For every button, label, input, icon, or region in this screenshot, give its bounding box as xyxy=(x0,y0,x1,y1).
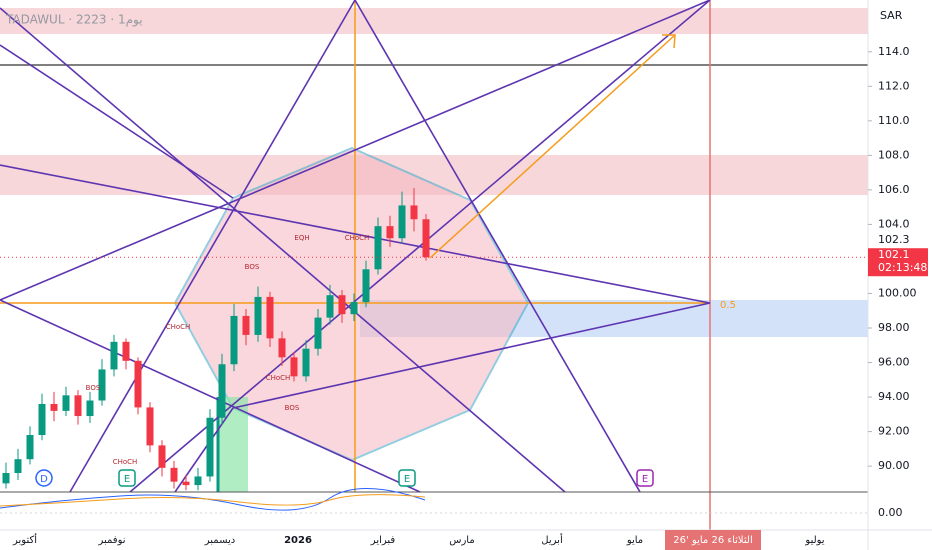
x-tick-label: فبراير xyxy=(370,535,396,546)
candle-body xyxy=(242,315,250,335)
structure-label: BOS xyxy=(285,404,300,412)
candle-body xyxy=(206,417,214,477)
candle-body xyxy=(398,205,406,239)
candle-body xyxy=(422,219,430,258)
marker-badge xyxy=(118,469,136,487)
candle-body xyxy=(254,296,262,335)
candle-body xyxy=(122,341,130,361)
candle-body xyxy=(158,445,166,468)
y-tick-label: 100.00 xyxy=(878,286,917,299)
candle-body xyxy=(194,476,202,486)
candle-body xyxy=(314,317,322,349)
star-line xyxy=(0,164,711,304)
candle-body xyxy=(362,269,370,303)
structure-label: BOS xyxy=(245,263,260,271)
candle-body xyxy=(302,348,310,377)
y-tick-label: 106.0 xyxy=(878,183,910,196)
structure-label: EQH xyxy=(294,234,309,242)
candle-body xyxy=(374,226,382,270)
symbol-title: TADAWUL · 2223 · 1يوم xyxy=(5,13,143,28)
candle-body xyxy=(26,435,34,460)
x-tick-label: ديسمبر xyxy=(204,535,235,546)
structure-label: BOS xyxy=(86,384,101,392)
candle-body xyxy=(338,295,346,315)
crosshair-date-box xyxy=(665,530,761,550)
candle-body xyxy=(98,369,106,401)
star-line xyxy=(354,0,641,493)
y-tick-label: 110.0 xyxy=(878,114,910,127)
marker-label: E xyxy=(124,474,130,485)
x-tick-label: نوفمبر xyxy=(97,535,125,546)
y-tick-label: 108.0 xyxy=(878,148,910,161)
marker-label: D xyxy=(40,474,48,485)
star-line xyxy=(0,299,421,493)
candle-body xyxy=(2,473,10,484)
x-tick-label: مارس xyxy=(449,535,474,546)
marker-label: E xyxy=(404,474,410,485)
projection-arrow xyxy=(429,34,676,259)
marker-badge xyxy=(398,469,416,487)
last-price-box xyxy=(868,248,928,277)
y-tick-label: 112.0 xyxy=(878,79,910,92)
last-price-label: 102.1 xyxy=(878,248,910,261)
marker-badge xyxy=(636,469,654,487)
star-line xyxy=(232,302,711,409)
candle-body xyxy=(266,296,274,339)
structure-label: CHoCH xyxy=(166,323,191,331)
x-tick-label: أبريل xyxy=(541,533,563,546)
star-lines xyxy=(0,0,711,493)
y-tick-label: 98.00 xyxy=(878,321,910,334)
y-tick-label: 104.0 xyxy=(878,217,910,230)
candle-body xyxy=(350,302,358,315)
structure-label: CHoCH xyxy=(266,374,291,382)
x-tick-label: أكتوبر xyxy=(12,533,37,546)
candle-body xyxy=(410,205,418,220)
star-line xyxy=(0,0,711,301)
candle-body xyxy=(230,315,238,365)
fib-label: 0.5 xyxy=(720,300,736,311)
price-marker-label: 102.3 xyxy=(878,233,910,246)
y-tick-label: 92.00 xyxy=(878,425,910,438)
structure-label: CHoCH xyxy=(345,234,370,242)
candle-body xyxy=(326,295,334,318)
candle-body xyxy=(86,400,94,417)
x-tick-label: 2026 xyxy=(284,535,312,546)
candle-body xyxy=(182,481,190,486)
candle-body xyxy=(110,341,118,370)
star-line xyxy=(69,0,356,493)
indicator-line xyxy=(0,494,426,507)
currency[interactable]: SAR xyxy=(880,9,903,22)
crosshair-date: الثلاثاء 26 مايو '26 xyxy=(673,535,752,546)
indicator-line xyxy=(0,487,426,511)
x-tick-label: مايو xyxy=(626,535,643,546)
candle-body xyxy=(14,459,22,474)
y-tick-label: 90.00 xyxy=(878,459,910,472)
countdown: 02:13:48 xyxy=(878,261,927,274)
candle-body xyxy=(278,338,286,358)
y-tick-label: 114.0 xyxy=(878,45,910,58)
candle-body xyxy=(134,360,142,408)
y-tick-label: 94.00 xyxy=(878,390,910,403)
candle-body xyxy=(218,364,226,418)
y-tick-label: 96.00 xyxy=(878,356,910,369)
star-line xyxy=(174,407,234,493)
arrow-head xyxy=(662,34,676,49)
star-line xyxy=(0,44,234,199)
candle-body xyxy=(74,395,82,417)
marker-badge xyxy=(35,469,53,487)
candle-body xyxy=(170,467,178,482)
candle-body xyxy=(62,395,70,411)
structure-label: CHoCH xyxy=(113,458,138,466)
star-line xyxy=(0,7,566,493)
candle-body xyxy=(386,226,394,239)
supply-zone xyxy=(0,8,868,34)
x-tick-label: يوليو xyxy=(804,535,824,546)
candle-body xyxy=(38,403,46,436)
marker-label: E xyxy=(642,474,648,485)
candle-body xyxy=(50,403,58,411)
candle-body xyxy=(146,407,154,446)
indicator-tick-label: 0.00 xyxy=(878,506,903,519)
candle-body xyxy=(290,357,298,377)
